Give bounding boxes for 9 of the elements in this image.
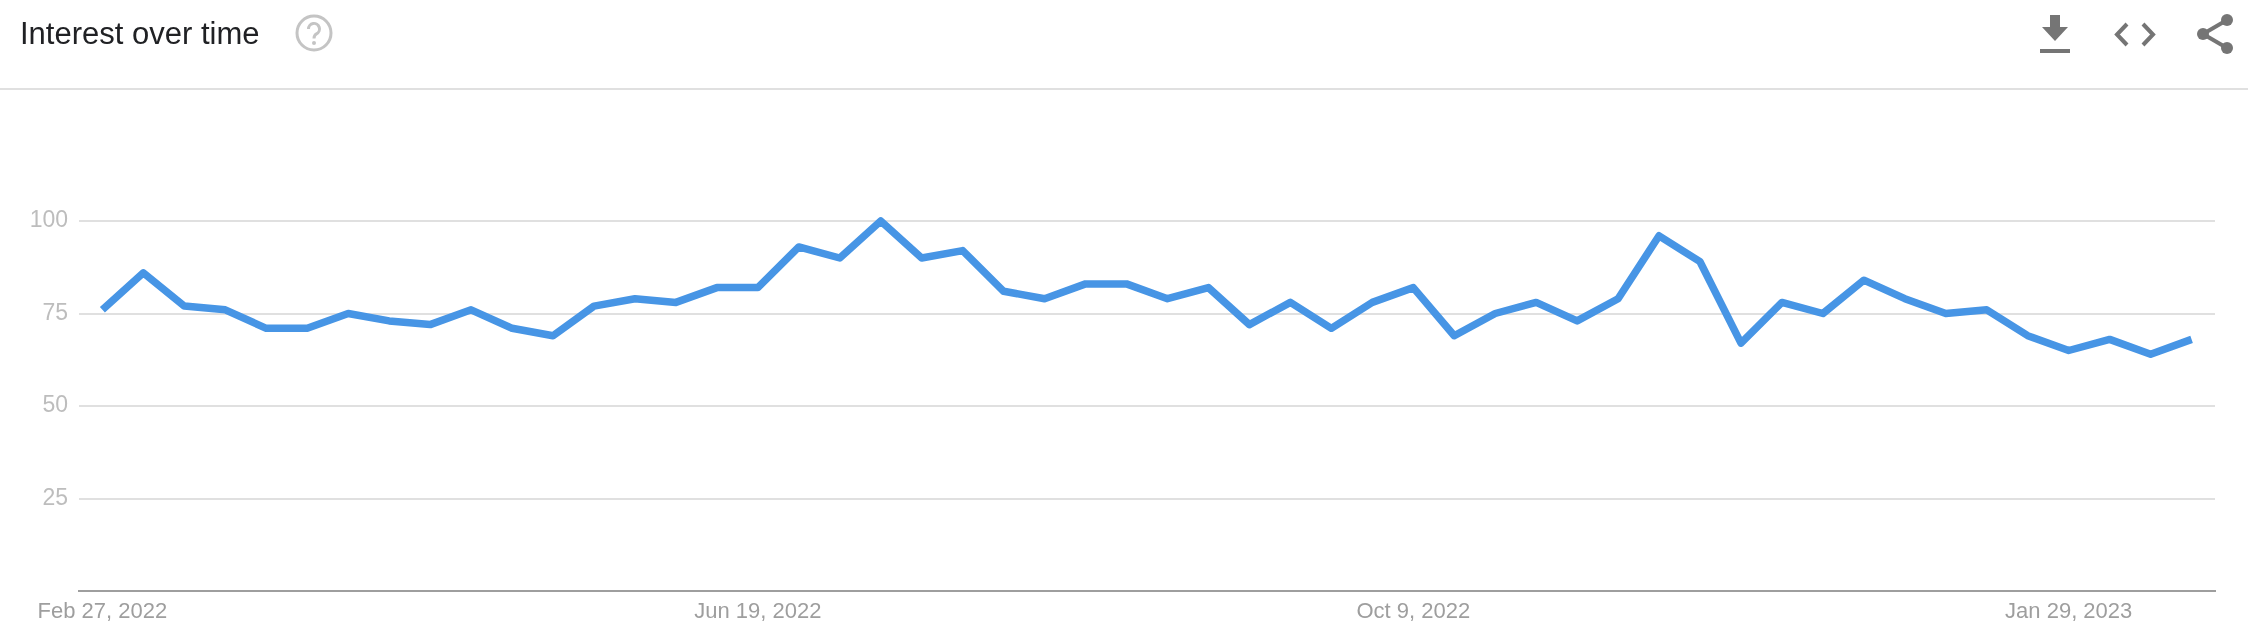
y-tick-label: 75 — [42, 298, 68, 325]
y-tick-label: 50 — [42, 391, 68, 418]
y-tick-label: 25 — [42, 483, 68, 510]
x-tick-label: Jun 19, 2022 — [694, 598, 822, 624]
chart-title: Interest over time — [20, 15, 260, 53]
y-tick-label: 100 — [29, 206, 68, 233]
x-tick-label: Oct 9, 2022 — [1356, 598, 1471, 624]
x-tick-label: Feb 27, 2022 — [37, 598, 168, 624]
x-tick-label: Jan 29, 2023 — [2005, 598, 2133, 624]
